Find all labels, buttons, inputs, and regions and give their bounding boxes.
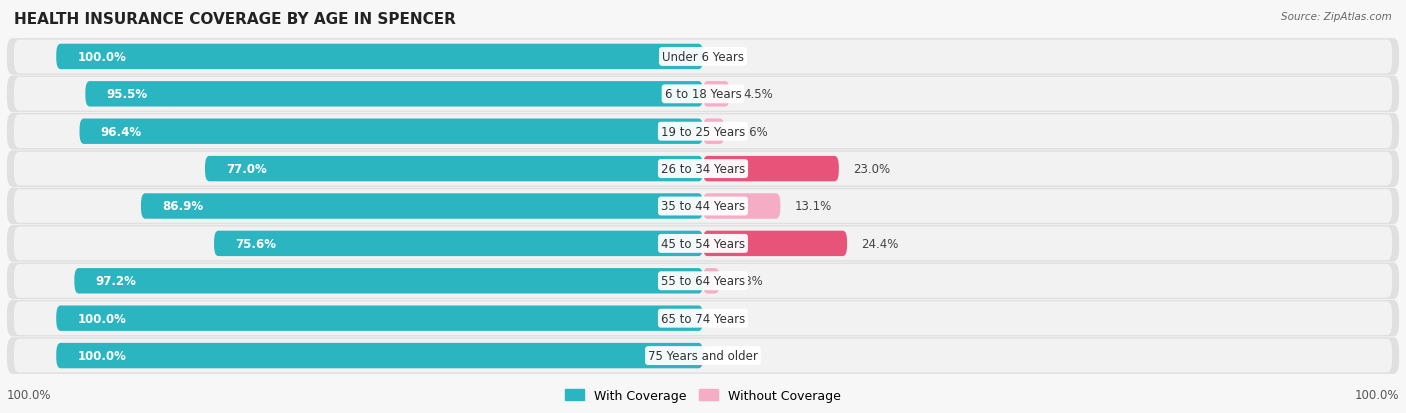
Text: 96.4%: 96.4% xyxy=(101,126,142,138)
FancyBboxPatch shape xyxy=(75,268,703,294)
FancyBboxPatch shape xyxy=(703,82,730,107)
Text: 100.0%: 100.0% xyxy=(7,388,52,401)
Text: 35 to 44 Years: 35 to 44 Years xyxy=(661,200,745,213)
FancyBboxPatch shape xyxy=(14,152,1392,186)
Text: 3.6%: 3.6% xyxy=(738,126,768,138)
Text: 100.0%: 100.0% xyxy=(77,312,127,325)
FancyBboxPatch shape xyxy=(703,157,839,182)
FancyBboxPatch shape xyxy=(214,231,703,256)
Text: 75 Years and older: 75 Years and older xyxy=(648,349,758,362)
FancyBboxPatch shape xyxy=(86,82,703,107)
Text: HEALTH INSURANCE COVERAGE BY AGE IN SPENCER: HEALTH INSURANCE COVERAGE BY AGE IN SPEN… xyxy=(14,12,456,27)
Text: 6 to 18 Years: 6 to 18 Years xyxy=(665,88,741,101)
Text: 19 to 25 Years: 19 to 25 Years xyxy=(661,126,745,138)
Text: 2.8%: 2.8% xyxy=(734,275,763,287)
FancyBboxPatch shape xyxy=(14,115,1392,149)
Text: 77.0%: 77.0% xyxy=(226,163,267,176)
FancyBboxPatch shape xyxy=(56,45,703,70)
FancyBboxPatch shape xyxy=(7,263,1399,299)
Text: 100.0%: 100.0% xyxy=(77,51,127,64)
FancyBboxPatch shape xyxy=(56,343,703,368)
FancyBboxPatch shape xyxy=(7,300,1399,337)
Text: 75.6%: 75.6% xyxy=(235,237,276,250)
Text: 13.1%: 13.1% xyxy=(794,200,832,213)
FancyBboxPatch shape xyxy=(7,76,1399,113)
FancyBboxPatch shape xyxy=(703,119,724,145)
FancyBboxPatch shape xyxy=(7,337,1399,374)
FancyBboxPatch shape xyxy=(703,194,780,219)
FancyBboxPatch shape xyxy=(7,188,1399,225)
Text: 97.2%: 97.2% xyxy=(96,275,136,287)
FancyBboxPatch shape xyxy=(80,119,703,145)
FancyBboxPatch shape xyxy=(703,268,720,294)
FancyBboxPatch shape xyxy=(141,194,703,219)
FancyBboxPatch shape xyxy=(703,231,846,256)
Text: Under 6 Years: Under 6 Years xyxy=(662,51,744,64)
Text: 95.5%: 95.5% xyxy=(107,88,148,101)
Text: 24.4%: 24.4% xyxy=(860,237,898,250)
Text: 55 to 64 Years: 55 to 64 Years xyxy=(661,275,745,287)
FancyBboxPatch shape xyxy=(14,264,1392,298)
Text: 86.9%: 86.9% xyxy=(162,200,204,213)
FancyBboxPatch shape xyxy=(7,39,1399,76)
Text: 26 to 34 Years: 26 to 34 Years xyxy=(661,163,745,176)
Text: 4.5%: 4.5% xyxy=(744,88,773,101)
FancyBboxPatch shape xyxy=(14,190,1392,223)
FancyBboxPatch shape xyxy=(7,114,1399,150)
FancyBboxPatch shape xyxy=(14,78,1392,112)
FancyBboxPatch shape xyxy=(205,157,703,182)
Text: 100.0%: 100.0% xyxy=(1354,388,1399,401)
Text: 100.0%: 100.0% xyxy=(77,349,127,362)
FancyBboxPatch shape xyxy=(7,151,1399,188)
FancyBboxPatch shape xyxy=(56,306,703,331)
Text: 45 to 54 Years: 45 to 54 Years xyxy=(661,237,745,250)
FancyBboxPatch shape xyxy=(7,225,1399,262)
Text: 23.0%: 23.0% xyxy=(853,163,890,176)
FancyBboxPatch shape xyxy=(14,227,1392,261)
FancyBboxPatch shape xyxy=(14,339,1392,373)
Text: Source: ZipAtlas.com: Source: ZipAtlas.com xyxy=(1281,12,1392,22)
Text: 65 to 74 Years: 65 to 74 Years xyxy=(661,312,745,325)
FancyBboxPatch shape xyxy=(14,301,1392,335)
FancyBboxPatch shape xyxy=(14,40,1392,74)
Legend: With Coverage, Without Coverage: With Coverage, Without Coverage xyxy=(561,384,845,407)
